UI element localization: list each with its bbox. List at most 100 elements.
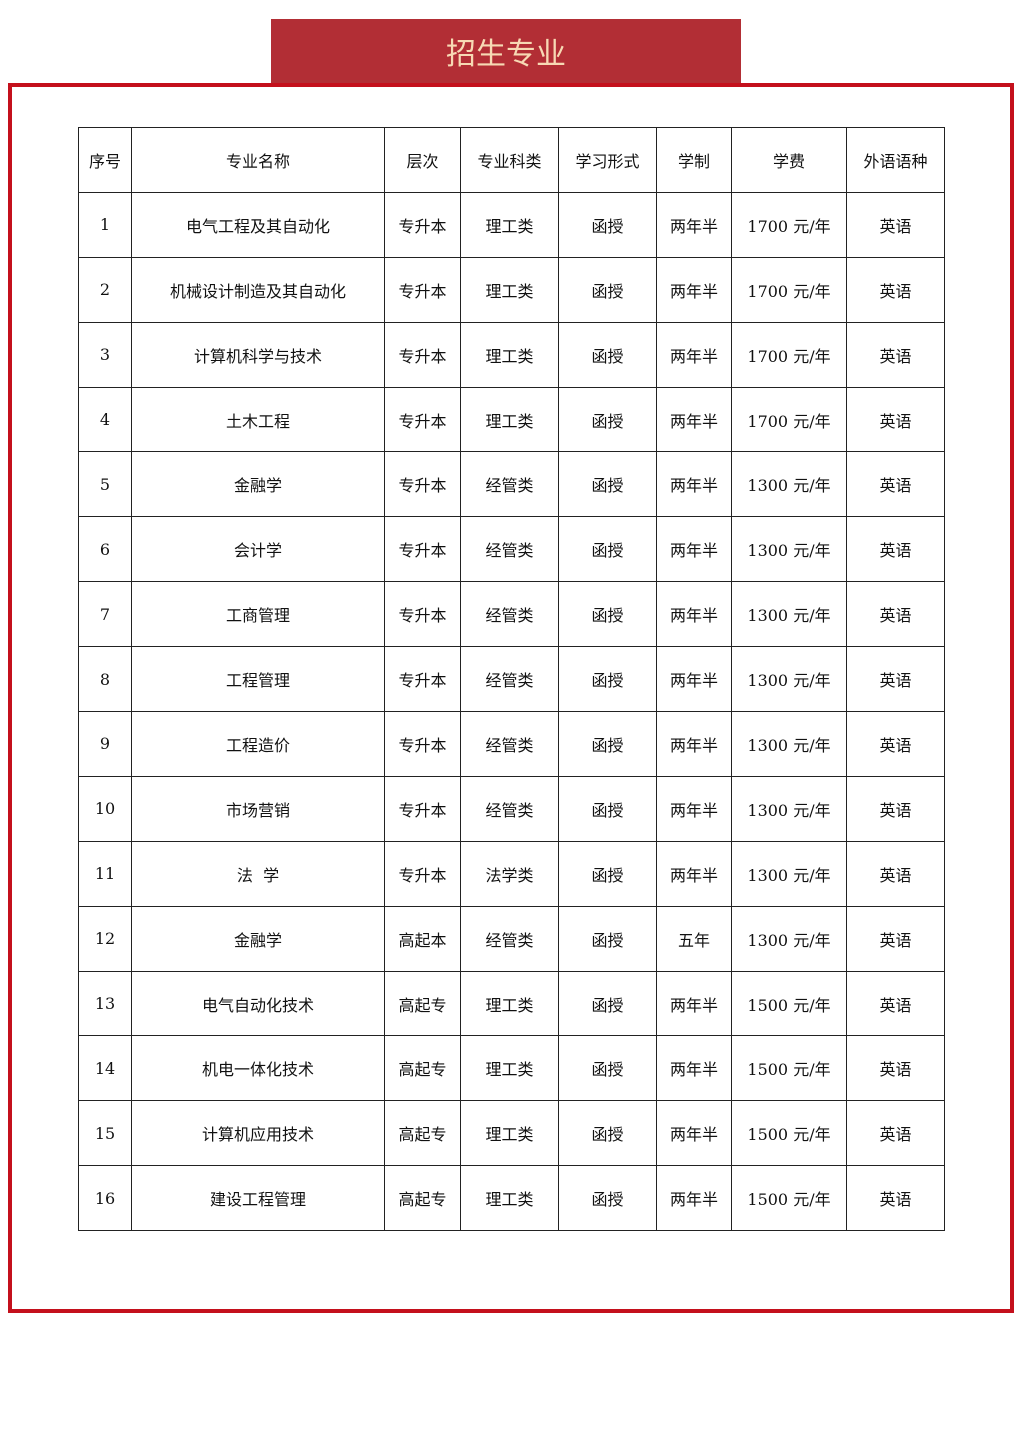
table-row: 15 计算机应用技术 高起专 理工类 函授 两年半 1500 元/年 英语 [78, 1100, 945, 1167]
cell-col-language: 英语 [846, 581, 945, 648]
content-frame [8, 83, 1014, 1313]
cell-col-level: 专升本 [384, 711, 461, 777]
cell-col-language: 英语 [846, 256, 945, 323]
cell-col-category: 理工类 [460, 970, 559, 1037]
cell-col-language: 英语 [846, 1100, 945, 1167]
cell-col-level: 高起专 [384, 1165, 461, 1232]
cell-col-level: 专升本 [384, 451, 461, 518]
cell-col-category: 经管类 [460, 646, 559, 713]
cell-col-category: 理工类 [460, 256, 559, 323]
cell-col-category: 经管类 [460, 581, 559, 648]
cell-col-study-form: 函授 [558, 386, 657, 453]
cell-col-language: 英语 [846, 970, 945, 1037]
cell-col-level: 专升本 [384, 840, 461, 907]
cell-col-language: 英语 [846, 646, 945, 713]
cell-col-major-name: 工商管理 [131, 581, 385, 648]
cell-col-tuition: 1300 元/年 [731, 840, 847, 907]
cell-col-duration: 两年半 [656, 516, 732, 583]
cell-col-category: 法学类 [460, 840, 559, 907]
cell-col-study-form: 函授 [558, 321, 657, 388]
cell-col-level: 高起专 [384, 1035, 461, 1102]
cell-col-index: 9 [78, 711, 132, 777]
cell-col-study-form: 函授 [558, 840, 657, 907]
cell-col-index: 2 [78, 256, 132, 323]
cell-col-index: 3 [78, 321, 132, 388]
cell-col-index: 16 [78, 1165, 132, 1232]
cell-col-duration: 两年半 [656, 1100, 732, 1167]
header-col-category: 专业科类 [460, 127, 559, 193]
cell-col-study-form: 函授 [558, 1100, 657, 1167]
cell-col-index: 12 [78, 905, 132, 972]
cell-col-category: 经管类 [460, 905, 559, 972]
cell-col-study-form: 函授 [558, 711, 657, 777]
cell-col-major-name: 工程管理 [131, 646, 385, 713]
cell-col-tuition: 1300 元/年 [731, 905, 847, 972]
cell-col-study-form: 函授 [558, 451, 657, 518]
cell-col-tuition: 1500 元/年 [731, 1165, 847, 1232]
cell-col-major-name: 法 学 [131, 840, 385, 907]
cell-col-major-name: 电气自动化技术 [131, 970, 385, 1037]
table-row: 8 工程管理 专升本 经管类 函授 两年半 1300 元/年 英语 [78, 646, 945, 713]
cell-col-level: 专升本 [384, 191, 461, 258]
header-col-language: 外语语种 [846, 127, 945, 193]
cell-col-language: 英语 [846, 1035, 945, 1102]
header-col-study-form: 学习形式 [558, 127, 657, 193]
cell-col-category: 理工类 [460, 1165, 559, 1232]
cell-col-level: 专升本 [384, 516, 461, 583]
cell-col-index: 13 [78, 970, 132, 1037]
cell-col-duration: 两年半 [656, 451, 732, 518]
header-col-level: 层次 [384, 127, 461, 193]
cell-col-major-name: 金融学 [131, 451, 385, 518]
cell-col-duration: 两年半 [656, 256, 732, 323]
table-row: 16 建设工程管理 高起专 理工类 函授 两年半 1500 元/年 英语 [78, 1165, 945, 1232]
header-col-major-name: 专业名称 [131, 127, 385, 193]
cell-col-major-name: 土木工程 [131, 386, 385, 453]
cell-col-category: 理工类 [460, 1100, 559, 1167]
cell-col-study-form: 函授 [558, 646, 657, 713]
header-col-tuition: 学费 [731, 127, 847, 193]
page-title: 招生专业 [446, 37, 566, 72]
cell-col-study-form: 函授 [558, 775, 657, 842]
cell-col-major-name: 金融学 [131, 905, 385, 972]
cell-col-language: 英语 [846, 321, 945, 388]
cell-col-major-name: 会计学 [131, 516, 385, 583]
table-row: 11 法 学专升本 法学类 函授 两年半 1300 元/年 英语 [78, 840, 945, 907]
cell-col-language: 英语 [846, 386, 945, 453]
cell-col-tuition: 1300 元/年 [731, 711, 847, 777]
cell-col-tuition: 1700 元/年 [731, 386, 847, 453]
cell-col-study-form: 函授 [558, 191, 657, 258]
cell-col-duration: 两年半 [656, 1165, 732, 1232]
cell-col-category: 经管类 [460, 775, 559, 842]
cell-col-tuition: 1300 元/年 [731, 516, 847, 583]
cell-col-index: 5 [78, 451, 132, 518]
cell-col-level: 专升本 [384, 321, 461, 388]
cell-col-duration: 两年半 [656, 1035, 732, 1102]
cell-col-language: 英语 [846, 905, 945, 972]
cell-col-duration: 两年半 [656, 386, 732, 453]
cell-col-major-name: 工程造价 [131, 711, 385, 777]
cell-col-category: 经管类 [460, 451, 559, 518]
table-row: 14 机电一体化技术 高起专 理工类 函授 两年半 1500 元/年 英语 [78, 1035, 945, 1102]
cell-col-language: 英语 [846, 711, 945, 777]
cell-col-category: 经管类 [460, 516, 559, 583]
cell-col-duration: 两年半 [656, 321, 732, 388]
cell-col-duration: 两年半 [656, 775, 732, 842]
table-row: 13 电气自动化技术 高起专 理工类 函授 两年半 1500 元/年 英语 [78, 970, 945, 1037]
cell-col-language: 英语 [846, 451, 945, 518]
cell-col-major-name: 市场营销 [131, 775, 385, 842]
header-col-index: 序号 [78, 127, 132, 193]
cell-col-study-form: 函授 [558, 256, 657, 323]
cell-col-index: 14 [78, 1035, 132, 1102]
table-row: 9 工程造价 专升本 经管类 函授 两年半 1300 元/年 英语 [78, 711, 945, 777]
cell-col-tuition: 1700 元/年 [731, 256, 847, 323]
cell-col-study-form: 函授 [558, 1165, 657, 1232]
cell-col-level: 高起专 [384, 970, 461, 1037]
table-row: 2 机械设计制造及其自动化 专升本 理工类 函授 两年半 1700 元/年 英语 [78, 256, 945, 323]
cell-col-duration: 五年 [656, 905, 732, 972]
cell-col-index: 11 [78, 840, 132, 907]
cell-col-category: 理工类 [460, 191, 559, 258]
cell-col-major-name: 机械设计制造及其自动化 [131, 256, 385, 323]
cell-col-duration: 两年半 [656, 191, 732, 258]
cell-col-index: 15 [78, 1100, 132, 1167]
cell-col-study-form: 函授 [558, 970, 657, 1037]
